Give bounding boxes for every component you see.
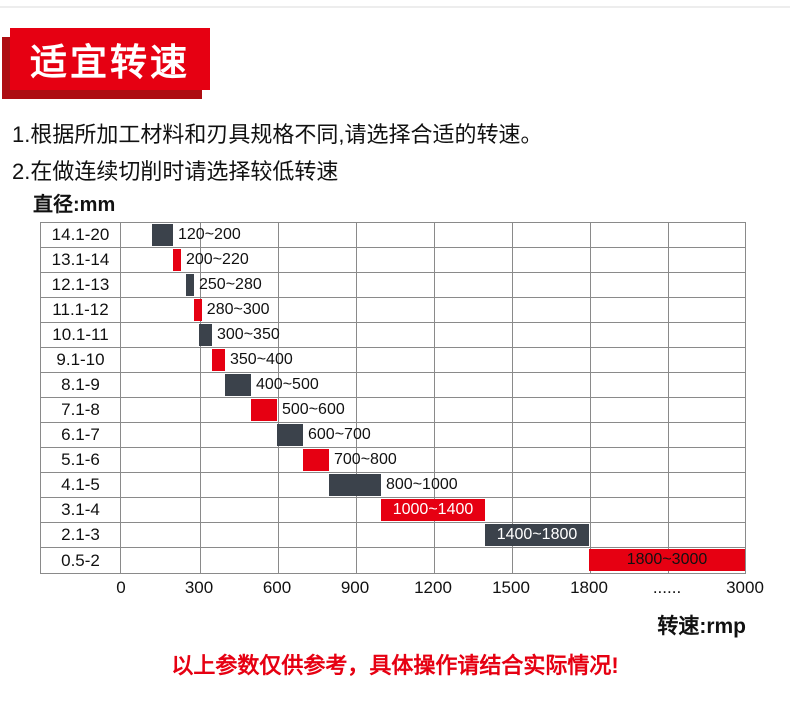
note-line-2: 2.在做连续切削时请选择较低转速 (12, 159, 339, 184)
speed-range-label: 1800~3000 (626, 551, 708, 568)
diameter-label: 12.1-13 (41, 273, 121, 297)
chart-row: 10.1-11 300~350 (41, 323, 745, 348)
diameter-label: 5.1-6 (41, 448, 121, 472)
speed-range-label: 600~700 (308, 426, 371, 443)
speed-range-label: 700~800 (334, 451, 397, 468)
chart-row: 13.1-14 200~220 (41, 248, 745, 273)
top-divider (0, 6, 790, 8)
row-plot: 300~350 (121, 323, 745, 347)
diameter-axis-label: 直径:mm (33, 194, 116, 216)
row-plot: 200~220 (121, 248, 745, 272)
row-plot: 1400~1800 (121, 523, 745, 547)
chart-row: 9.1-10 350~400 (41, 348, 745, 373)
speed-bar (225, 374, 251, 396)
chart-row: 7.1-8 500~600 (41, 398, 745, 423)
speed-bar: 1800~3000 (589, 549, 745, 571)
diameter-label: 0.5-2 (41, 548, 121, 573)
speed-range-label: 200~220 (186, 251, 249, 268)
chart-row: 12.1-13 250~280 (41, 273, 745, 298)
x-tick: 3000 (726, 578, 764, 597)
row-plot: 500~600 (121, 398, 745, 422)
diameter-label: 6.1-7 (41, 423, 121, 447)
speed-bar (186, 274, 194, 296)
row-plot: 120~200 (121, 223, 745, 247)
speed-bar (199, 324, 212, 346)
row-plot: 250~280 (121, 273, 745, 297)
diameter-label: 8.1-9 (41, 373, 121, 397)
speed-range-label: 800~1000 (386, 476, 458, 493)
footer-note: 以上参数仅供参考，具体操作请结合实际情况! (171, 653, 619, 678)
x-tick: 1500 (492, 578, 530, 597)
speed-range-label: 1400~1800 (496, 526, 578, 543)
speed-bar (152, 224, 173, 246)
row-plot: 350~400 (121, 348, 745, 372)
chart-row: 5.1-6 700~800 (41, 448, 745, 473)
row-plot: 600~700 (121, 423, 745, 447)
speed-bar (212, 349, 225, 371)
speed-bar (193, 299, 202, 321)
x-tick: 1200 (414, 578, 452, 597)
speed-axis-label: 转速:rmp (657, 615, 746, 638)
speed-bar: 1000~1400 (381, 499, 485, 521)
diameter-label: 4.1-5 (41, 473, 121, 497)
chart-row: 14.1-20 120~200 (41, 223, 745, 248)
x-tick: 600 (262, 578, 292, 597)
diameter-label: 11.1-12 (41, 298, 121, 322)
row-plot: 280~300 (121, 298, 745, 322)
x-tick: 900 (340, 578, 370, 597)
speed-range-label: 120~200 (178, 226, 241, 243)
diameter-label: 14.1-20 (41, 223, 121, 247)
speed-range-label: 300~350 (217, 326, 280, 343)
speed-range-label: 400~500 (256, 376, 319, 393)
x-tick: ...... (652, 578, 682, 597)
chart-row: 3.1-4 1000~1400 (41, 498, 745, 523)
row-plot: 1800~3000 (121, 548, 745, 573)
speed-range-label: 500~600 (282, 401, 345, 418)
note-line-1: 1.根据所加工材料和刃具规格不同,请选择合适的转速。 (12, 122, 543, 147)
chart-row: 6.1-7 600~700 (41, 423, 745, 448)
speed-bar (277, 424, 303, 446)
speed-range-label: 1000~1400 (392, 501, 474, 518)
chart-row: 11.1-12 280~300 (41, 298, 745, 323)
speed-chart: 14.1-20 120~200 13.1-14 200~220 12.1-13 250~2… (40, 222, 764, 640)
speed-bar (173, 249, 181, 271)
speed-range-label: 350~400 (230, 351, 293, 368)
speed-bar (303, 449, 329, 471)
diameter-label: 3.1-4 (41, 498, 121, 522)
row-plot: 1000~1400 (121, 498, 745, 522)
x-tick: 300 (184, 578, 214, 597)
diameter-label: 13.1-14 (41, 248, 121, 272)
row-plot: 400~500 (121, 373, 745, 397)
diameter-label: 7.1-8 (41, 398, 121, 422)
page-title: 适宜转速 (30, 42, 190, 83)
x-tick: 1800 (570, 578, 608, 597)
speed-bar (251, 399, 277, 421)
chart-row: 0.5-2 1800~3000 (41, 548, 745, 573)
speed-range-label: 280~300 (206, 301, 270, 318)
speed-bar (329, 474, 381, 496)
x-axis: 0 300 600 900 1200 1500 1800...... 3000 (40, 578, 764, 602)
chart-row: 4.1-5 800~1000 (41, 473, 745, 498)
diameter-label: 9.1-10 (41, 348, 121, 372)
speed-range-label: 250~280 (199, 276, 262, 293)
speed-bar: 1400~1800 (485, 524, 589, 546)
chart-table: 14.1-20 120~200 13.1-14 200~220 12.1-13 250~2… (40, 222, 746, 574)
title-banner: 适宜转速 (10, 28, 210, 90)
x-tick: 0 (116, 578, 126, 597)
diameter-label: 2.1-3 (41, 523, 121, 547)
notes-block: 1.根据所加工材料和刃具规格不同,请选择合适的转速。 2.在做连续切削时请选择较… (12, 116, 542, 190)
row-plot: 700~800 (121, 448, 745, 472)
chart-row: 8.1-9 400~500 (41, 373, 745, 398)
row-plot: 800~1000 (121, 473, 745, 497)
diameter-label: 10.1-11 (41, 323, 121, 347)
chart-row: 2.1-3 1400~1800 (41, 523, 745, 548)
